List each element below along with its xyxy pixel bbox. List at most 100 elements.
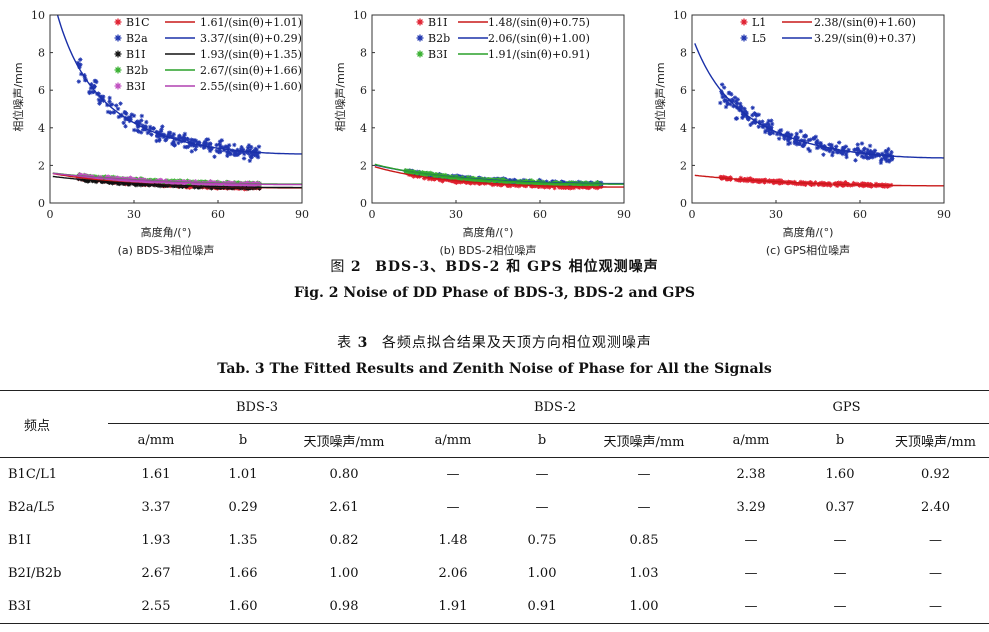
scatter-point: [592, 182, 598, 188]
scatter-point: [830, 150, 836, 155]
scatter-point: [854, 181, 860, 187]
table-cell: —: [744, 533, 758, 548]
legend-item: B1C 1.61/(sin(θ)+1.01): [114, 16, 302, 29]
x-tick-label: 90: [937, 208, 951, 221]
scatter-point: [240, 149, 246, 155]
scatter-point: [753, 111, 758, 117]
y-tick-label: 8: [38, 47, 45, 60]
table-cell: —: [637, 467, 651, 482]
table-row: B1I 1.93 1.35 0.82 1.48 0.75 0.85 — — —: [0, 524, 989, 557]
y-tick-label: 4: [360, 122, 367, 135]
scatter-point: [827, 142, 832, 147]
scatter-point: [855, 152, 860, 157]
table-cell: —: [744, 599, 758, 614]
scatter-point: [733, 99, 739, 104]
scatter-point: [218, 144, 224, 150]
table-cell: —: [929, 533, 942, 548]
scatter-point: [556, 185, 562, 190]
scatter-point: [880, 183, 885, 189]
scatter-point: [839, 181, 845, 186]
table-cell: 2.61: [329, 500, 359, 515]
scatter-point: [226, 143, 232, 148]
scatter-point: [128, 116, 133, 122]
scatter-point: [886, 158, 892, 163]
table-cell: 0.37: [825, 500, 855, 515]
fit-curve-b3i: [374, 163, 624, 185]
scatter-point: [225, 153, 230, 158]
results-table: 频点 BDS-3 BDS-2 GPS a/mm b 天顶噪声/mm a/mm b…: [0, 390, 989, 624]
scatter-point: [725, 101, 730, 106]
scatter-point: [249, 144, 254, 150]
y-tick-label: 2: [38, 159, 45, 172]
fit-curve-b2a: [56, 15, 302, 155]
scatter-point: [196, 185, 202, 190]
table-caption-en: Tab. 3 The Fitted Results and Zenith Noi…: [217, 361, 772, 377]
scatter-point: [559, 185, 564, 190]
legend-item: L1 2.38/(sin(θ)+1.60): [740, 16, 916, 29]
scatter-point: [760, 119, 765, 124]
table-row: B3I 2.55 1.60 0.98 1.91 0.91 1.00 — — —: [0, 590, 989, 624]
scatter-point: [204, 141, 209, 146]
scatter-point: [859, 154, 865, 159]
scatter-point: [98, 99, 103, 104]
scatter-point: [158, 178, 164, 183]
scatter-point: [110, 181, 115, 186]
scatter-point: [181, 133, 187, 139]
table-cell: 2.38: [736, 467, 766, 482]
fit-curve-b3i: [52, 172, 302, 186]
chart-panel-bds2: 0 2 4 6 8 10 0 30 60 90 相位噪声/mm 高度角/(°) (b) BDS-2相位噪…: [322, 0, 642, 257]
scatter-point: [826, 147, 831, 152]
legend-fit-formula: 1.48/(sin(θ)+0.75): [488, 16, 590, 29]
legend: B1C 1.61/(sin(θ)+1.01) B2a 3.37/(sin(θ)+0.2…: [114, 16, 302, 93]
scatter-point: [420, 170, 425, 175]
scatter-point: [802, 140, 807, 146]
scatter-point: [427, 171, 432, 176]
scatter-point: [867, 143, 873, 149]
scatter-point: [760, 124, 765, 129]
table-caption-prefix: 表: [337, 335, 353, 351]
scatter-point: [830, 152, 835, 158]
scatter-point: [794, 131, 799, 136]
scatter-point: [161, 132, 167, 137]
group-header-gps: GPS: [704, 390, 989, 424]
scatter-point: [855, 142, 860, 147]
scatter-point: [189, 137, 194, 142]
scatter-point: [801, 138, 807, 143]
scatter-point: [787, 140, 793, 146]
scatter-point: [187, 185, 192, 190]
table-cell: 3.37: [141, 500, 171, 515]
scatter-point: [223, 144, 229, 149]
scatter-point: [241, 156, 247, 161]
scatter-point: [235, 147, 240, 153]
scatter-point: [78, 71, 84, 77]
legend-item: B3I 2.55/(sin(θ)+1.60): [114, 80, 302, 93]
table-cell: 2.40: [921, 500, 950, 515]
scatter-point: [744, 110, 750, 116]
table-cell: 2.55: [141, 599, 171, 614]
scatter-point: [121, 178, 126, 183]
scatter-point: [206, 146, 212, 151]
scatter-point: [194, 144, 199, 149]
legend-series-name: B3I: [126, 80, 145, 93]
legend-item: B2b 2.67/(sin(θ)+1.66): [114, 64, 302, 77]
scatter-point: [129, 112, 134, 117]
scatter-point: [543, 182, 548, 187]
table-cell: 1.91: [438, 599, 468, 614]
subheader-zenith: 天顶噪声/mm: [303, 435, 385, 450]
scatter-point: [806, 146, 811, 152]
scatter-point: [140, 123, 145, 128]
scatter-point: [870, 155, 875, 160]
legend-item: B1I 1.93/(sin(θ)+1.35): [114, 48, 302, 61]
scatter-point: [242, 151, 247, 157]
table-cell: —: [929, 599, 942, 614]
scatter-point: [105, 102, 110, 108]
scatter-point: [151, 126, 156, 131]
x-tick-label: 30: [127, 208, 141, 221]
table-cell: 1.93: [141, 533, 171, 548]
scatter-point: [199, 179, 205, 184]
scatter-point: [108, 110, 113, 115]
y-tick-label: 8: [680, 47, 687, 60]
scatter-point: [245, 186, 250, 191]
fit-curve-l1: [694, 174, 944, 187]
y-tick-label: 0: [38, 197, 45, 210]
